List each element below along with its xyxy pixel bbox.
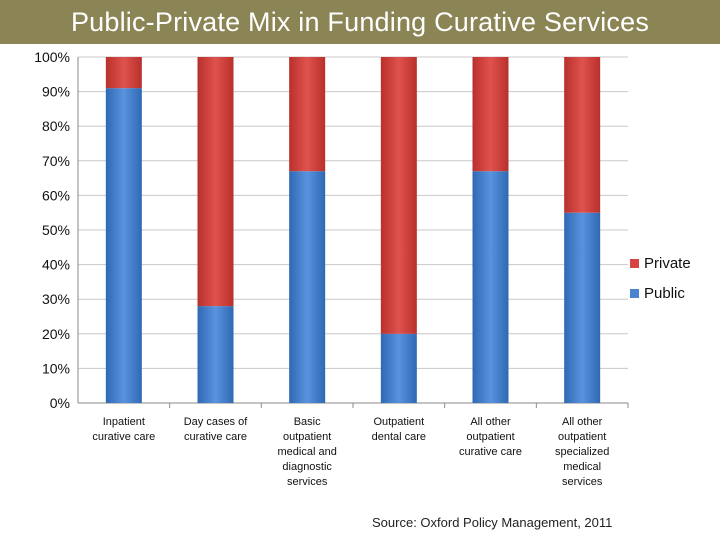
y-tick-label: 90% [42,84,70,100]
x-tick-label-line: curative care [184,431,247,443]
x-tick-label: Outpatient dental care [372,416,426,443]
legend-swatch [630,259,639,268]
axes [77,57,629,408]
gridlines [78,56,628,369]
bar-private [472,57,509,172]
x-tick-label-line: services [287,476,328,488]
legend-label: Public [644,285,685,302]
chart: 0% 10% 20% 30% 40% 50% 60% 70% 80% 90% 100% Inpatie… [34,49,691,488]
bar-public [380,333,417,403]
x-tick-label-line: diagnostic [282,461,332,473]
y-tick-label: 0% [50,395,70,411]
x-tick-label-line: outpatient [283,431,331,443]
y-tick-label: 100% [34,49,70,65]
bar-private [564,57,601,213]
x-tick-label-line: Day cases of [184,416,249,428]
bar-public [289,171,326,403]
y-tick-label: 40% [42,257,70,273]
y-tick-label: 80% [42,118,70,134]
x-tick-label: All other outpatient specialized medical ser… [555,416,609,488]
y-tick-label: 60% [42,187,70,203]
x-tick-label-line: All other [470,416,511,428]
y-tick-label: 20% [42,326,70,342]
legend: Private Public [630,255,691,302]
bar-public [472,171,509,403]
x-tick-label-line: outpatient [466,431,514,443]
x-tick-label-line: outpatient [558,431,606,443]
source-note: Source: Oxford Policy Management, 2011 [372,515,613,530]
x-tick-label-line: All other [562,416,603,428]
bar-private [289,57,326,172]
x-tick-label-line: services [562,476,603,488]
bar-private [105,57,142,89]
x-tick-label-line: medical and [278,446,337,458]
x-tick-label: Inpatient curative care [92,416,155,443]
x-tick-label-line: medical [563,461,601,473]
x-tick-label-line: Inpatient [103,416,145,428]
x-tick-label: Basic outpatient medical and diagnostic serv… [278,416,337,488]
bar-public [197,306,234,403]
y-tick-label: 50% [42,222,70,238]
bars [105,57,601,403]
bar-private [380,57,417,334]
y-tick-label: 30% [42,291,70,307]
y-tick-label: 10% [42,360,70,376]
legend-swatch [630,289,639,298]
x-tick-label-line: specialized [555,446,609,458]
bar-public [105,88,142,403]
x-tick-label-line: Basic [294,416,321,428]
legend-label: Private [644,255,691,272]
x-tick-label-line: curative care [92,431,155,443]
bar-private [197,57,234,307]
x-tick-label: All other outpatient curative care [459,416,522,458]
x-tick-label: Day cases of curative care [184,416,249,443]
x-tick-label-line: Outpatient [373,416,424,428]
x-tick-label-line: curative care [459,446,522,458]
title-bar: Public-Private Mix in Funding Curative S… [0,0,720,44]
x-tick-label-line: dental care [372,431,426,443]
bar-public [564,212,601,403]
labels: 0% 10% 20% 30% 40% 50% 60% 70% 80% 90% 100% Inpatie… [34,49,609,488]
page-title: Public-Private Mix in Funding Curative S… [70,6,650,37]
y-tick-label: 70% [42,153,70,169]
